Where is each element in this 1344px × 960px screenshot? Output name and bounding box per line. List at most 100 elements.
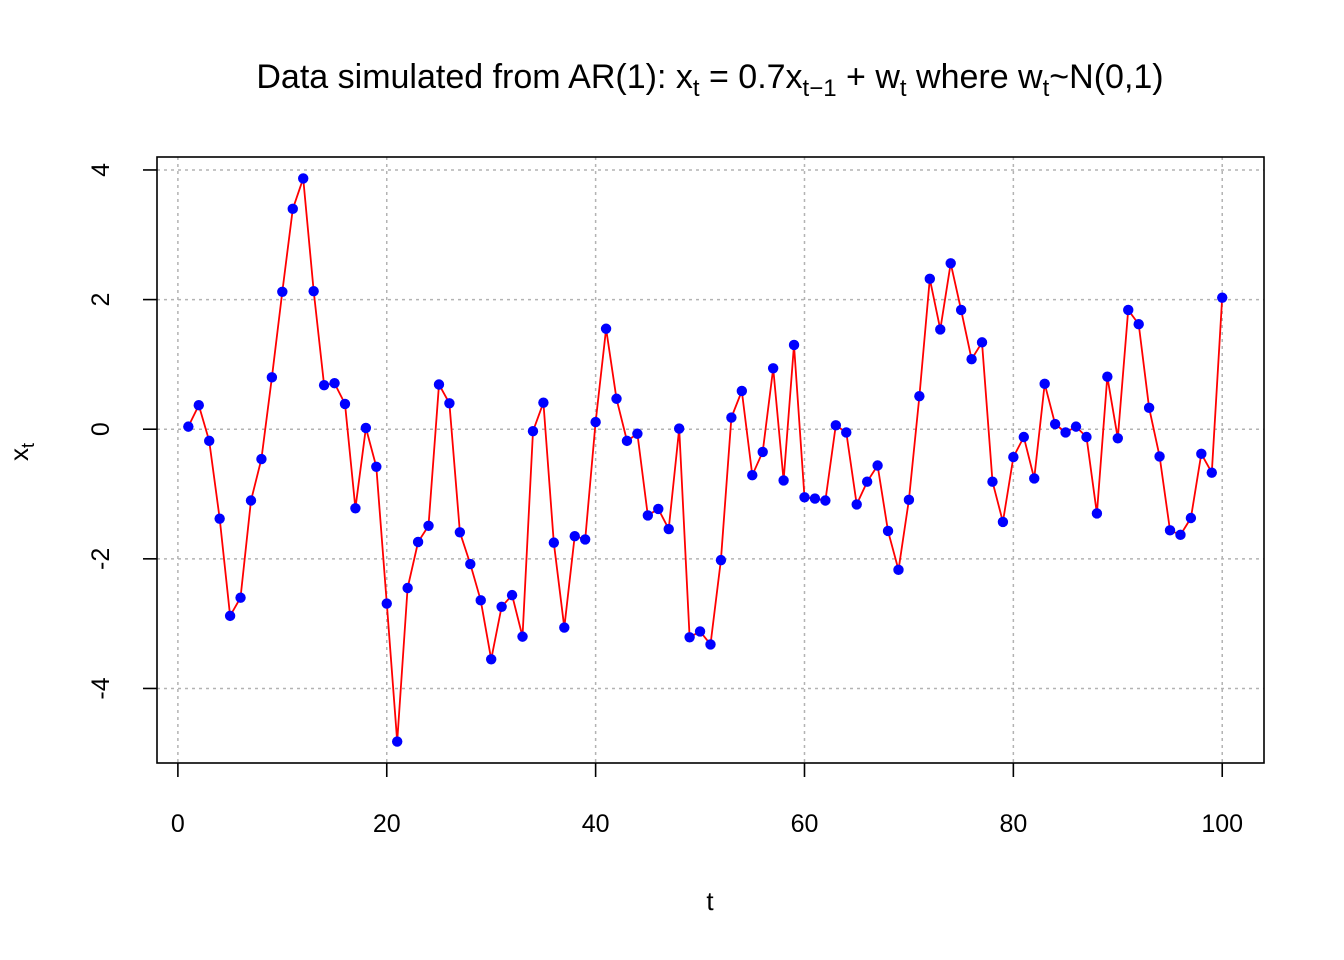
data-point bbox=[809, 493, 821, 504]
data-point bbox=[1185, 512, 1197, 524]
data-point bbox=[308, 285, 319, 297]
data-point bbox=[1029, 473, 1040, 484]
data-point bbox=[1112, 433, 1123, 444]
data-point bbox=[872, 460, 883, 471]
data-point bbox=[600, 323, 612, 334]
data-point bbox=[245, 495, 257, 506]
data-point bbox=[1102, 371, 1113, 382]
data-point bbox=[485, 654, 497, 665]
data-point bbox=[611, 393, 622, 404]
data-point bbox=[402, 582, 413, 594]
data-point bbox=[715, 554, 727, 566]
data-point bbox=[465, 558, 476, 570]
data-point bbox=[935, 324, 946, 335]
data-point bbox=[820, 495, 831, 506]
y-tick-label: 0 bbox=[87, 422, 115, 436]
data-point bbox=[726, 412, 737, 423]
data-point bbox=[684, 632, 695, 643]
data-point bbox=[945, 258, 956, 269]
y-axis: -4 -2 0 2 4 bbox=[87, 163, 157, 700]
data-point bbox=[224, 610, 236, 622]
data-point bbox=[1060, 427, 1071, 438]
data-point bbox=[1070, 421, 1082, 432]
data-point bbox=[193, 400, 204, 411]
data-point bbox=[882, 525, 894, 537]
data-point bbox=[1154, 451, 1165, 462]
x-tick-label: 80 bbox=[999, 810, 1027, 838]
data-point bbox=[454, 527, 466, 538]
data-point bbox=[1039, 378, 1050, 390]
y-tick-label: -2 bbox=[87, 548, 115, 570]
data-point bbox=[339, 398, 351, 410]
data-point bbox=[412, 536, 424, 548]
data-point bbox=[966, 354, 977, 365]
data-point bbox=[747, 470, 758, 481]
y-tick-label: -4 bbox=[87, 677, 115, 699]
data-point bbox=[204, 435, 215, 447]
data-point bbox=[1143, 402, 1155, 414]
data-point bbox=[517, 631, 528, 642]
plot-frame bbox=[156, 156, 1265, 764]
data-point bbox=[350, 503, 361, 514]
data-point bbox=[1175, 529, 1186, 541]
data-point bbox=[1091, 508, 1103, 519]
data-point bbox=[391, 736, 403, 747]
data-point bbox=[778, 475, 789, 486]
y-tick-label: 2 bbox=[87, 293, 115, 307]
data-point bbox=[444, 398, 455, 409]
data-point bbox=[1049, 418, 1061, 430]
data-point bbox=[214, 513, 225, 524]
x-tick-label: 100 bbox=[1201, 810, 1243, 838]
data-point bbox=[538, 397, 549, 408]
y-axis-label: xt bbox=[4, 443, 38, 461]
data-point bbox=[893, 564, 904, 576]
data-point bbox=[559, 622, 570, 633]
data-point bbox=[590, 416, 601, 428]
x-axis: 0 20 40 60 80 100 bbox=[171, 763, 1243, 838]
data-point bbox=[183, 421, 194, 432]
data-point bbox=[997, 516, 1009, 528]
data-point bbox=[506, 589, 518, 601]
x-tick-label: 20 bbox=[373, 810, 401, 838]
data-point bbox=[381, 598, 392, 609]
data-point bbox=[548, 537, 560, 548]
data-point bbox=[621, 435, 633, 447]
data-point bbox=[298, 173, 309, 184]
data-point bbox=[1081, 431, 1092, 443]
data-point bbox=[653, 503, 664, 515]
data-point bbox=[694, 626, 706, 637]
data-point bbox=[955, 304, 967, 316]
data-point bbox=[767, 363, 779, 374]
data-point bbox=[1008, 451, 1019, 463]
data-point bbox=[287, 203, 298, 215]
data-point bbox=[235, 592, 246, 603]
data-point bbox=[841, 427, 852, 438]
data-point bbox=[632, 428, 643, 439]
y-tick-label: 4 bbox=[87, 163, 115, 177]
data-point bbox=[851, 499, 862, 510]
data-point bbox=[673, 423, 685, 434]
x-axis-label: t bbox=[706, 886, 714, 916]
data-point bbox=[914, 390, 925, 402]
data-point bbox=[318, 379, 330, 391]
data-point bbox=[788, 339, 800, 351]
data-point bbox=[423, 520, 434, 531]
data-point bbox=[266, 372, 278, 383]
data-point bbox=[830, 420, 842, 431]
data-point bbox=[1196, 448, 1207, 460]
data-point bbox=[1018, 431, 1030, 443]
series bbox=[183, 173, 1228, 747]
data-point bbox=[903, 494, 915, 506]
data-point bbox=[277, 286, 288, 298]
data-point bbox=[987, 476, 998, 487]
data-point bbox=[736, 385, 748, 397]
chart-title: Data simulated from AR(1): xt = 0.7xt−1 … bbox=[256, 58, 1163, 102]
data-point bbox=[1133, 319, 1144, 330]
data-point bbox=[757, 446, 768, 458]
data-point bbox=[569, 530, 580, 542]
series-line bbox=[187, 178, 1224, 742]
x-tick-label: 0 bbox=[171, 810, 185, 838]
data-point bbox=[705, 639, 716, 650]
data-point bbox=[360, 422, 372, 434]
data-point bbox=[1164, 525, 1176, 536]
